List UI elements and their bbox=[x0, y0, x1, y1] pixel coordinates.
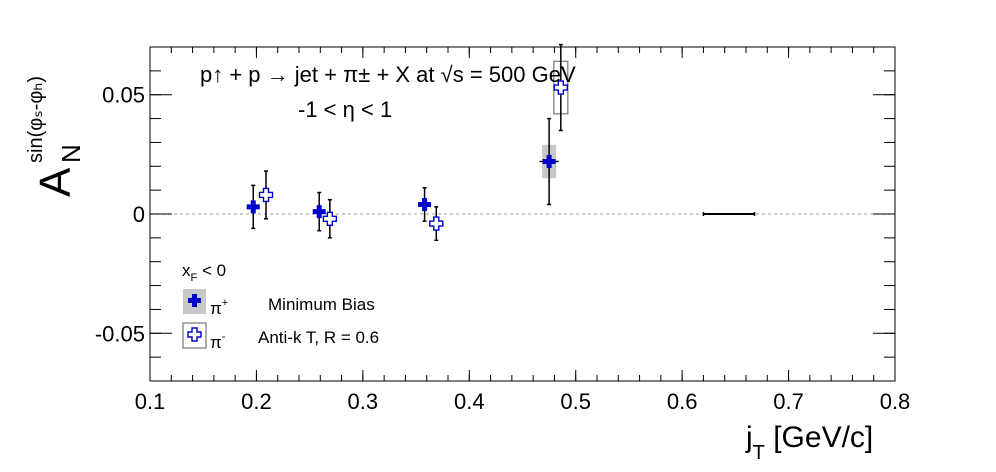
legend-pi-minus-label: π- bbox=[210, 331, 226, 352]
y-tick-label: -0.05 bbox=[95, 321, 145, 346]
legend-pi-minus-syst-box bbox=[182, 322, 207, 349]
y-axis-label-main: A bbox=[31, 167, 80, 197]
x-axis-label-subscript: T bbox=[753, 442, 765, 464]
pi-minus-point bbox=[429, 216, 444, 231]
y-axis-label-superscript: sin(φₛ-φₕ) bbox=[25, 76, 47, 163]
pi-plus-point bbox=[418, 197, 432, 211]
pi-plus-point bbox=[542, 155, 556, 169]
legend-pi-minus-marker bbox=[187, 327, 202, 342]
x-axis: 0.1 0.2 0.3 0.4 0.5 0.6 0.7 0.8 bbox=[135, 47, 911, 414]
y-tick-label: 0 bbox=[133, 202, 145, 227]
legend-header: xF < 0 bbox=[182, 261, 226, 284]
y-axis: -0.05 0 0.05 bbox=[95, 46, 895, 382]
legend-pi-plus-marker bbox=[188, 294, 201, 307]
y-tick-label: 0.05 bbox=[102, 83, 145, 108]
x-tick-label: 0.8 bbox=[880, 389, 911, 414]
x-tick-label: 0.1 bbox=[135, 389, 166, 414]
data-series bbox=[246, 43, 756, 241]
x-tick-label: 0.5 bbox=[560, 389, 591, 414]
x-axis-label: jT [GeV/c] bbox=[745, 421, 873, 464]
pi-plus-point bbox=[312, 205, 326, 219]
x-axis-label-unit: [GeV/c] bbox=[765, 421, 873, 454]
pi-minus-point bbox=[553, 80, 569, 95]
x-axis-label-main: j bbox=[745, 421, 753, 454]
legend: xF < 0 π+ Minimum Bias π- Anti-k T, R = … bbox=[182, 261, 379, 352]
legend-header-subscript: F bbox=[191, 272, 198, 284]
x-tick-label: 0.7 bbox=[773, 389, 804, 414]
x-tick-label: 0.4 bbox=[454, 389, 485, 414]
chart-subtitle: -1 < η < 1 bbox=[298, 97, 392, 122]
y-axis-label-subscript: N bbox=[56, 144, 86, 163]
legend-pi-minus-desc: Anti-k T, R = 0.6 bbox=[258, 328, 379, 347]
legend-header-rest: < 0 bbox=[197, 261, 226, 280]
legend-pi-plus-label: π+ bbox=[210, 297, 228, 318]
chart-title: p↑ + p → jet + π± + X at √s = 500 GeV bbox=[200, 62, 576, 87]
pi-minus-point bbox=[258, 187, 274, 203]
pi-plus-point bbox=[246, 200, 260, 214]
x-tick-label: 0.6 bbox=[667, 389, 698, 414]
legend-header-main: x bbox=[182, 261, 191, 280]
y-axis-label: A N sin(φₛ-φₕ) bbox=[25, 76, 86, 197]
pi-minus-point bbox=[322, 211, 338, 226]
x-tick-label: 0.2 bbox=[241, 389, 272, 414]
legend-pi-plus-desc: Minimum Bias bbox=[268, 295, 375, 314]
x-tick-label: 0.3 bbox=[348, 389, 379, 414]
